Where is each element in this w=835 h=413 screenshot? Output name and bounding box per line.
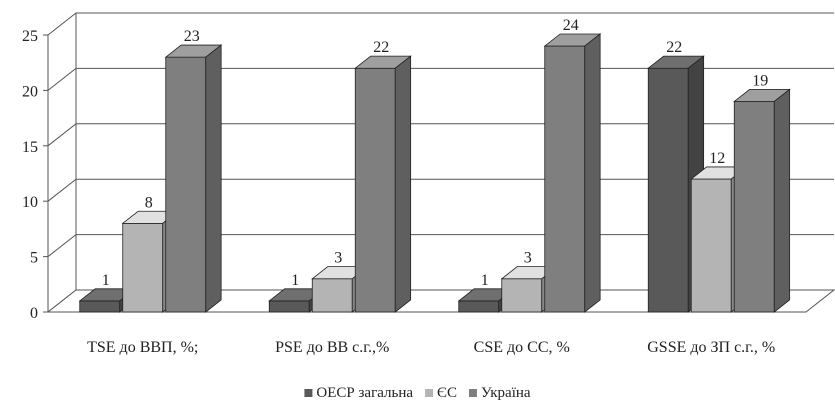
bar-front [733, 101, 775, 313]
y-tick-label: 5 [30, 250, 38, 267]
data-label: 3 [524, 250, 532, 267]
bar-front [544, 45, 586, 313]
y-tick-label: 25 [22, 28, 38, 45]
legend: ОЕСР загальна ЄС Україна [304, 385, 531, 401]
bar [164, 44, 223, 313]
bar-front [647, 67, 689, 313]
bar-side [394, 55, 412, 313]
bar-side [584, 33, 601, 313]
legend-item: Україна [468, 385, 531, 401]
legend-label: ОЕСР загальна [316, 385, 413, 401]
x-tick-label: GSSE до ЗП с.г., % [647, 339, 775, 356]
data-label: 22 [373, 39, 389, 56]
left-wall-edge [47, 13, 77, 313]
data-label: 1 [481, 272, 489, 289]
bar-front [458, 300, 500, 313]
data-label: 19 [752, 72, 768, 89]
y-axis-ticks: 0 5 10 15 20 25 [22, 28, 48, 322]
data-label: 1 [291, 272, 299, 289]
data-label: 23 [184, 28, 200, 45]
x-tick-label: TSE до ВВП, %; [87, 339, 198, 356]
x-tick-label: CSE до СС, % [474, 339, 570, 356]
legend-item: ОЕСР загальна [304, 385, 413, 401]
data-label: 22 [666, 39, 682, 56]
legend-label: ЄС [437, 385, 457, 401]
data-label: 1 [102, 272, 110, 289]
bar-front [122, 222, 164, 313]
bar-side [205, 44, 222, 313]
legend-swatch [425, 389, 434, 397]
x-tick-label: PSE до ВВ с.г.,% [275, 339, 389, 356]
y-tick-label: 15 [22, 139, 38, 156]
legend-swatch [304, 389, 313, 397]
y-tick-label: 20 [22, 83, 38, 100]
bar-front [311, 278, 353, 313]
bar [733, 88, 791, 313]
y-tick-label: 10 [22, 194, 38, 211]
x-axis-labels: TSE до ВВП, %; PSE до ВВ с.г.,% CSE до СС,… [87, 339, 775, 356]
bars [78, 33, 791, 313]
bar-front [79, 300, 121, 313]
bar-front [501, 278, 543, 313]
bar [647, 55, 705, 313]
bar-front [268, 300, 310, 313]
bar [543, 33, 602, 313]
bar [354, 55, 412, 313]
bar [500, 265, 559, 313]
bar-front [354, 67, 396, 313]
bar-front [165, 56, 207, 313]
legend-label: Україна [481, 385, 531, 401]
legend-swatch [468, 389, 477, 397]
data-label: 3 [334, 250, 342, 267]
data-label: 24 [563, 17, 579, 34]
chart-walls [46, 13, 835, 313]
data-label: 8 [145, 194, 153, 211]
y-tick-label: 0 [30, 305, 38, 322]
data-label: 12 [709, 150, 725, 167]
bar-side [773, 88, 791, 313]
data-labels: 1 8 23 1 3 22 1 3 24 22 12 19 [102, 17, 769, 289]
bar-front [690, 178, 732, 313]
legend-item: ЄС [425, 385, 457, 401]
gridline [47, 12, 834, 36]
